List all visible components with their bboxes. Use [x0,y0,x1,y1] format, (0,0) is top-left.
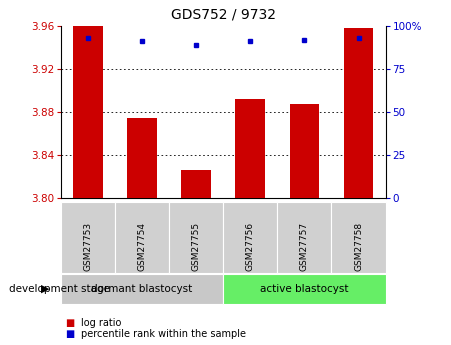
Text: percentile rank within the sample: percentile rank within the sample [81,329,246,338]
Title: GDS752 / 9732: GDS752 / 9732 [171,8,276,22]
Text: ■: ■ [65,329,75,338]
Bar [235,99,265,198]
Text: ■: ■ [65,318,75,327]
Bar [181,170,211,198]
Text: log ratio: log ratio [81,318,122,327]
Text: GSM27757: GSM27757 [300,222,309,271]
Text: GSM27756: GSM27756 [246,222,255,271]
Bar [344,28,373,198]
Text: GSM27755: GSM27755 [192,222,201,271]
Text: GSM27758: GSM27758 [354,222,363,271]
Text: active blastocyst: active blastocyst [260,284,349,294]
Text: GSM27754: GSM27754 [138,222,147,271]
Bar [290,104,319,198]
Bar [73,26,103,198]
Bar [127,118,157,198]
Text: development stage: development stage [9,284,110,294]
Text: ▶: ▶ [41,284,49,294]
Text: GSM27753: GSM27753 [83,222,92,271]
Text: dormant blastocyst: dormant blastocyst [92,284,193,294]
